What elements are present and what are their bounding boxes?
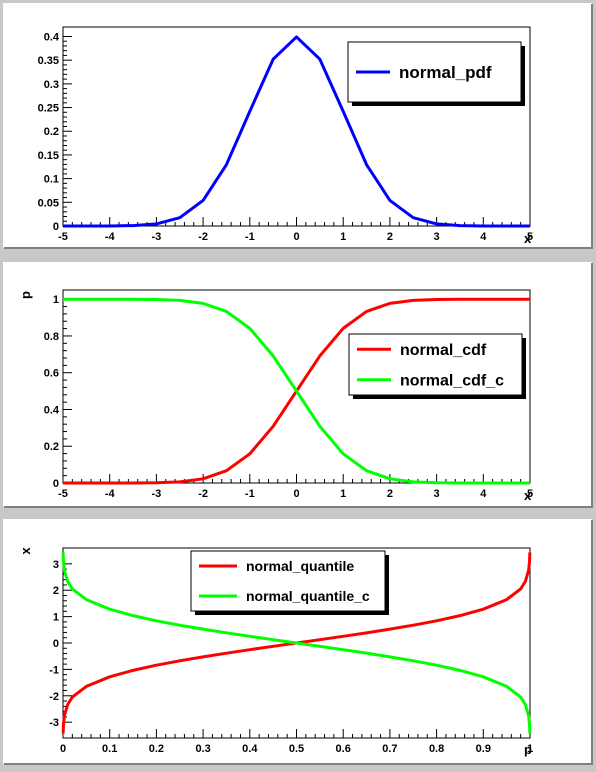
y-tick-label: 3 <box>53 559 59 571</box>
x-tick-label: 2 <box>387 488 393 500</box>
y-axis-title: x <box>18 547 33 555</box>
y-tick-label: 0.8 <box>44 331 59 343</box>
x-tick-label: 0.1 <box>102 743 117 755</box>
y-tick-label: 2 <box>53 585 59 597</box>
y-tick-label: 0.35 <box>38 55 59 67</box>
legend-label: normal_cdf_c <box>400 372 504 389</box>
pad-bevel-light <box>3 262 592 507</box>
x-tick-label: -1 <box>245 488 255 500</box>
y-axis-title: p <box>18 291 33 299</box>
x-tick-label: -2 <box>198 488 208 500</box>
y-tick-label: 0 <box>53 221 59 233</box>
x-tick-label: 0.2 <box>149 743 164 755</box>
y-tick-label: -3 <box>49 717 59 729</box>
y-tick-label: 0.25 <box>38 103 59 115</box>
x-tick-label: 0.7 <box>382 743 397 755</box>
x-axis-title: x <box>524 231 532 246</box>
y-tick-label: 0.1 <box>44 174 59 186</box>
x-tick-label: -5 <box>58 231 68 243</box>
x-tick-label: 0 <box>60 743 66 755</box>
chart-1: -5 -4 -3 -2 -1 0 1 2 3 4 5 0 0.05 0.1 0.15 0.2 0.25 0.3 0.… <box>3 3 593 249</box>
legend-label: normal_cdf <box>400 342 487 359</box>
y-tick-label: 0.2 <box>44 126 59 138</box>
x-tick-label: 0.9 <box>476 743 491 755</box>
legend-label: normal_pdf <box>399 63 492 82</box>
y-tick-label: 1 <box>53 294 59 306</box>
x-tick-label: 4 <box>480 488 487 500</box>
y-tick-label: 0.4 <box>44 404 60 416</box>
series-line-normal_cdf_c <box>63 297 530 485</box>
pad-bevel-light <box>3 519 592 764</box>
x-tick-label: 5 <box>527 231 533 243</box>
y-tick-label: -1 <box>49 664 59 676</box>
x-tick-label: 5 <box>527 488 533 500</box>
pad-bevel-dark <box>4 4 593 249</box>
y-tick-label: 0.3 <box>44 79 59 91</box>
chart-2: -5 -4 -3 -2 -1 0 1 2 3 4 5 0 0.2 0.4 0.6 0.8 1 x p normal_c… <box>3 262 593 508</box>
x-tick-label: 0.6 <box>336 743 351 755</box>
y-tick-label: 0 <box>53 478 59 490</box>
x-tick-label: 1 <box>527 743 533 755</box>
legend-box <box>190 550 386 612</box>
x-tick-label: 3 <box>434 231 440 243</box>
x-tick-label: 1 <box>340 231 346 243</box>
x-tick-label: 0 <box>293 231 299 243</box>
chart-3: 0 0.1 0.2 0.3 0.4 0.5 0.6 0.7 0.8 0.9 1 -3 -2 -1 0 1 2 3 p… <box>3 519 593 765</box>
x-tick-label: 3 <box>434 488 440 500</box>
x-tick-label: -1 <box>245 231 255 243</box>
legend-label: normal_quantile <box>246 558 354 574</box>
x-tick-label: 0.3 <box>195 743 210 755</box>
x-tick-label: 4 <box>480 231 487 243</box>
y-tick-label: -2 <box>49 691 59 703</box>
pad-bevel-dark <box>4 520 593 765</box>
x-tick-label: 0.4 <box>242 743 258 755</box>
x-tick-label: -4 <box>105 488 116 500</box>
x-tick-label: -5 <box>58 488 68 500</box>
x-axis-title: x <box>524 488 532 503</box>
x-tick-label: 2 <box>387 231 393 243</box>
y-tick-label: 0.4 <box>44 31 60 43</box>
legend-box <box>348 333 523 396</box>
x-tick-label: 0 <box>293 488 299 500</box>
series-line-normal_quantile_c <box>61 552 532 734</box>
pad-bevel-dark <box>4 263 593 508</box>
x-tick-label: -3 <box>152 231 162 243</box>
y-tick-label: 0.05 <box>38 197 59 209</box>
pad-bevel-light <box>3 3 592 248</box>
x-axis-title: p <box>524 742 532 757</box>
y-tick-label: 0.2 <box>44 441 59 453</box>
x-tick-label: -3 <box>152 488 162 500</box>
y-tick-label: 1 <box>53 612 59 624</box>
x-tick-label: -2 <box>198 231 208 243</box>
x-tick-label: 0.5 <box>289 743 304 755</box>
y-tick-label: 0.15 <box>38 150 59 162</box>
legend-label: normal_quantile_c <box>246 588 370 604</box>
x-tick-label: -4 <box>105 231 116 243</box>
series-line-normal_pdf <box>62 35 531 228</box>
chart-pad <box>4 4 592 248</box>
y-tick-label: 0.6 <box>44 368 59 380</box>
y-tick-label: 0 <box>53 638 59 650</box>
x-tick-label: 1 <box>340 488 346 500</box>
x-tick-label: 0.8 <box>429 743 444 755</box>
